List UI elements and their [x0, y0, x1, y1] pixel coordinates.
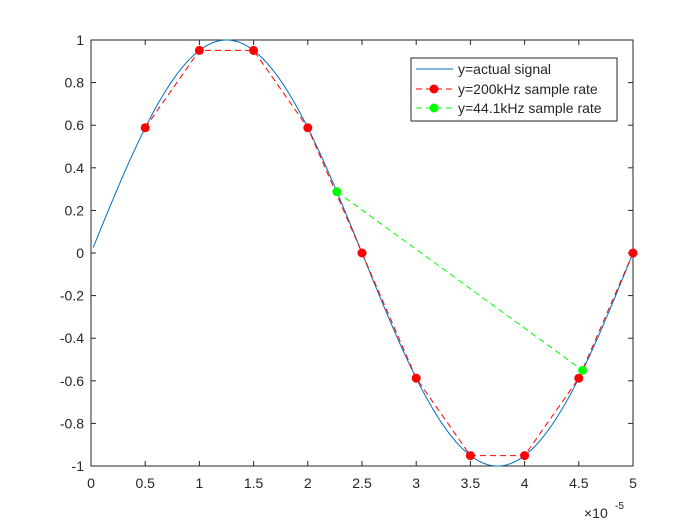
y-tick-label: 0.4 [65, 160, 85, 176]
y-tick-label: 0.6 [65, 117, 85, 133]
data-point [249, 45, 259, 55]
y-tick-label: -0.4 [60, 330, 84, 346]
data-point [303, 123, 313, 133]
y-tick-label: 1 [76, 32, 84, 48]
x-tick-label: 4 [521, 475, 529, 491]
data-point [574, 373, 584, 383]
data-point [411, 373, 421, 383]
series-line-2 [336, 191, 583, 371]
legend-label-200k: y=200kHz sample rate [458, 81, 598, 97]
data-point [140, 123, 150, 133]
x-tick-label: 5 [629, 475, 637, 491]
data-point [332, 187, 342, 197]
legend-marker-44k [429, 103, 439, 113]
y-tick-label: -0.8 [60, 415, 84, 431]
y-tick-label: -0.2 [60, 288, 84, 304]
series-line-1 [144, 49, 634, 457]
data-point [194, 45, 204, 55]
x-exponent-base: ×10 [584, 505, 608, 521]
y-tick-label: -0.6 [60, 373, 84, 389]
x-tick-label: 1 [196, 475, 204, 491]
x-tick-label: 1.5 [244, 475, 264, 491]
y-tick-label: 0.2 [65, 202, 85, 218]
data-point [357, 248, 367, 258]
legend-label-44k: y=44.1kHz sample rate [458, 100, 602, 116]
legend-label-actual: y=actual signal [458, 61, 551, 77]
x-tick-label: 2.5 [352, 475, 372, 491]
x-tick-label: 3.5 [461, 475, 481, 491]
x-tick-label: 0 [87, 475, 95, 491]
data-point [465, 451, 475, 461]
x-exponent: -5 [615, 501, 624, 512]
data-point [520, 451, 530, 461]
data-point [578, 365, 588, 375]
x-tick-label: 2 [304, 475, 312, 491]
y-tick-label: 0.8 [65, 75, 85, 91]
x-tick-label: 4.5 [569, 475, 589, 491]
data-point [628, 248, 638, 258]
legend: y=actual signal y=200kHz sample rate y=4… [410, 57, 618, 122]
y-tick-label: 0 [76, 245, 84, 261]
x-tick-label: 3 [412, 475, 420, 491]
legend-marker-200k [429, 84, 439, 94]
x-tick-label: 0.5 [135, 475, 155, 491]
y-tick-label: -1 [72, 458, 85, 474]
